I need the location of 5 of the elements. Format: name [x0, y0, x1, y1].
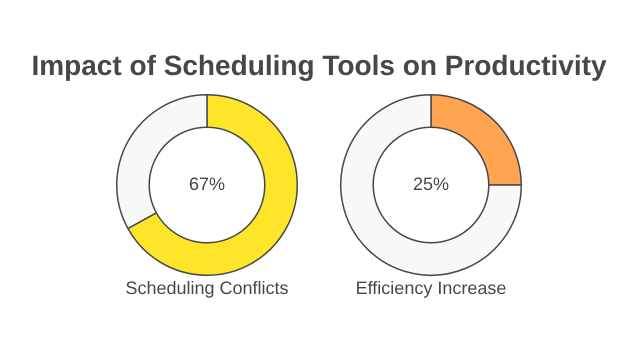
text: Scheduling Conflicts [124, 278, 290, 299]
text: Efficiency Increase [354, 278, 508, 299]
chart-title: Impact of Scheduling Tools on Productivity [30, 50, 608, 82]
data-label: 67% [188, 174, 226, 194]
data-label: 25% [412, 174, 450, 194]
